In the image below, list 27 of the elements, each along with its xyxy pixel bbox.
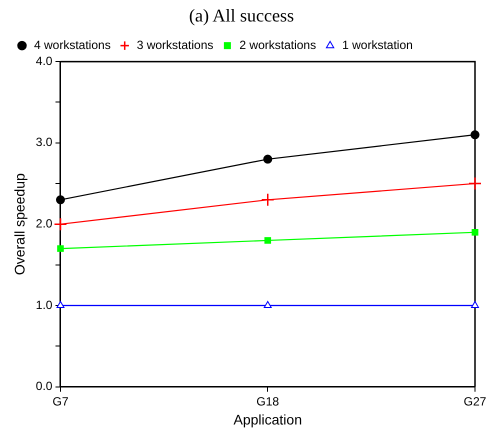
point	[54, 217, 68, 231]
point	[264, 301, 272, 308]
y-tick-label: 3.0	[36, 135, 53, 150]
x-axis-title: Application	[233, 411, 302, 428]
point	[56, 195, 65, 204]
x-tick-label: G18	[256, 394, 280, 408]
y-tick-label: 1.0	[36, 298, 53, 312]
y-axis-title: Overall speedup	[11, 173, 28, 276]
point	[56, 301, 64, 308]
point	[57, 245, 64, 252]
point	[471, 301, 479, 308]
chart-title: (a) All success	[189, 6, 294, 26]
point	[468, 176, 482, 190]
legend-label: 3 workstations	[136, 38, 214, 52]
y-tick-label: 2.0	[36, 216, 53, 231]
legend-label: 2 workstations	[239, 38, 316, 52]
x-tick-label: G27	[464, 394, 487, 408]
point	[263, 154, 272, 164]
legend-label: 1 workstation	[342, 38, 413, 52]
point	[472, 229, 478, 236]
y-tick-label: 4.0	[36, 54, 53, 68]
point	[264, 237, 272, 244]
y-tick-label: 0.0	[36, 379, 53, 394]
legend-label: 4 workstations	[34, 38, 111, 52]
x-tick-label: G7	[52, 394, 69, 408]
point	[470, 130, 480, 140]
point	[260, 193, 274, 207]
